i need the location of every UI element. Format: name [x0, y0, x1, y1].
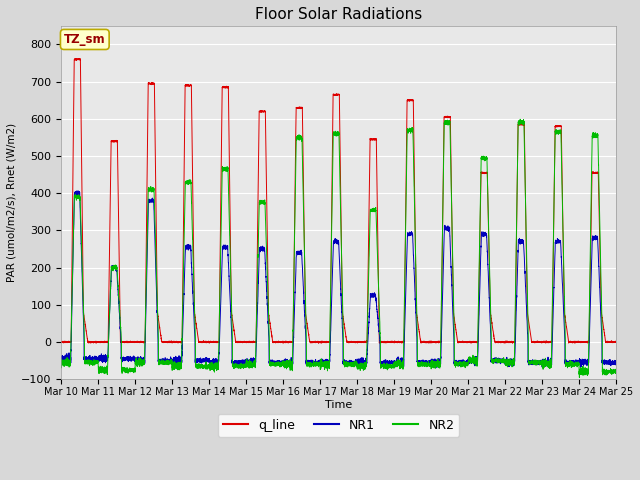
NR1 [612, 359, 620, 365]
NR2 [575, 374, 583, 380]
NR1 [582, 360, 590, 366]
Line: NR1: NR1 [61, 191, 616, 368]
q_line [315, 340, 323, 346]
q_line [582, 339, 590, 345]
Line: q_line: q_line [61, 59, 616, 343]
q_line [612, 339, 620, 345]
Line: NR2: NR2 [61, 119, 616, 377]
NR1 [479, 231, 486, 237]
q_line [320, 339, 328, 345]
NR2 [320, 362, 328, 368]
NR1 [589, 237, 596, 243]
NR2 [582, 369, 590, 374]
Y-axis label: PAR (umol/m2/s), Rnet (W/m2): PAR (umol/m2/s), Rnet (W/m2) [7, 123, 17, 282]
NR2 [463, 363, 470, 369]
q_line [479, 169, 486, 175]
NR2 [589, 135, 596, 141]
NR2 [58, 360, 65, 366]
NR1 [432, 365, 440, 371]
NR2 [479, 156, 486, 162]
Legend: q_line, NR1, NR2: q_line, NR1, NR2 [218, 413, 460, 436]
X-axis label: Time: Time [325, 399, 352, 409]
q_line [589, 170, 596, 176]
q_line [72, 56, 80, 61]
Title: Floor Solar Radiations: Floor Solar Radiations [255, 7, 422, 22]
NR2 [612, 369, 620, 375]
NR1 [58, 356, 65, 361]
NR1 [463, 360, 470, 366]
NR1 [73, 188, 81, 194]
NR1 [246, 358, 253, 364]
q_line [463, 339, 470, 345]
NR2 [516, 116, 524, 122]
NR1 [320, 361, 328, 367]
NR2 [246, 360, 253, 366]
q_line [58, 338, 65, 344]
Text: TZ_sm: TZ_sm [64, 33, 106, 46]
q_line [246, 339, 253, 345]
